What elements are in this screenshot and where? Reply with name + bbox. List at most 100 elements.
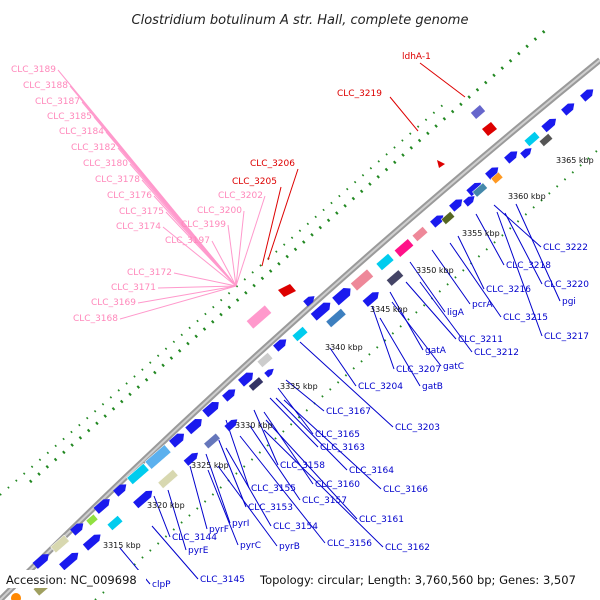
pink-label: CLC_3169 — [91, 298, 136, 308]
gene-feature — [50, 534, 70, 554]
gene-arrow — [303, 296, 315, 307]
gene-feature — [85, 513, 99, 527]
gene-feature — [485, 167, 499, 180]
blue-label: CLC_3156 — [327, 539, 372, 549]
blue-label: CLC_3211 — [458, 335, 503, 345]
blue-label: CLC_3164 — [349, 466, 394, 476]
gene-block — [385, 269, 405, 287]
blue-callout-line — [275, 397, 348, 471]
gene-arrow — [70, 523, 84, 536]
blue-label: CLC_3207 — [396, 365, 441, 375]
blue-callout-line — [207, 469, 239, 546]
blue-callout-line — [205, 453, 231, 524]
gene-block — [203, 432, 221, 450]
small-red-marker — [437, 160, 445, 168]
kbp-tick-label: 3360 kbp — [508, 192, 546, 201]
blue-label: CLC_3167 — [326, 407, 371, 417]
trna-arrow — [278, 284, 296, 297]
gene-feature — [82, 534, 101, 551]
gene-feature — [238, 372, 254, 387]
gene-block — [472, 182, 488, 198]
gene-feature — [449, 199, 463, 212]
gene-block — [144, 444, 172, 470]
gene-feature — [350, 268, 374, 292]
gene-arrow — [430, 215, 444, 228]
gene-arrow — [310, 302, 331, 321]
blue-callout-line — [217, 437, 247, 508]
gene-arrow — [520, 148, 532, 159]
blue-label: CLC_3203 — [395, 423, 440, 433]
gene-block — [470, 105, 486, 119]
blue-label: pyrF — [209, 525, 229, 535]
blue-callout-line — [263, 429, 384, 548]
pink-label: CLC_3197 — [165, 236, 210, 246]
kbp-tick-label: 3320 kbp — [147, 501, 185, 510]
blue-label: pyrB — [279, 542, 300, 552]
blue-callout-line — [329, 347, 357, 387]
blue-callout-line — [391, 301, 442, 367]
blue-callout-line — [269, 397, 319, 448]
gene-feature — [291, 326, 309, 342]
gene-block — [490, 171, 504, 185]
gene-block — [126, 463, 150, 485]
gene-feature — [203, 432, 221, 450]
blue-label: pcrA — [472, 300, 493, 310]
blue-label: CLC_3154 — [273, 522, 318, 532]
pink-callout-line — [157, 285, 237, 289]
gene-arrow — [59, 552, 79, 571]
blue-label: pyrI — [232, 519, 249, 529]
blue-callout-line — [285, 379, 325, 412]
pink-label-group: CLC_3189 CLC_3188 CLC_3187 CLC_3185 CLC_… — [11, 65, 263, 324]
gene-feature — [463, 196, 475, 207]
genome-backbone — [0, 57, 600, 600]
gene-feature — [70, 523, 84, 536]
blue-callout-line — [457, 235, 485, 290]
pink-label: CLC_3174 — [116, 222, 161, 232]
pink-callout-line — [211, 240, 237, 287]
blue-callout-line — [249, 425, 301, 501]
blue-callout-line — [167, 489, 187, 551]
kbp-tick-label: 3355 kbp — [462, 229, 500, 238]
blue-callout-line — [263, 411, 314, 485]
gene-feature — [273, 339, 287, 352]
gene-arrow — [273, 339, 287, 352]
gene-feature — [185, 418, 202, 435]
kbp-tick-label: 3335 kbp — [280, 382, 318, 391]
red-callout-line — [261, 186, 282, 267]
blue-label: CLC_3212 — [474, 348, 519, 358]
gene-arrow — [264, 368, 274, 378]
blue-callout-line — [515, 203, 561, 302]
gene-feature — [32, 554, 49, 569]
footer: Accession: NC_009698 Topology: circular;… — [3, 570, 576, 600]
blue-label: CLC_3163 — [320, 443, 365, 453]
gene-arrow — [183, 452, 199, 466]
gene-feature — [126, 463, 150, 485]
pink-label: CLC_3171 — [111, 283, 156, 293]
blue-label: CLC_3216 — [486, 285, 531, 295]
gene-block — [375, 253, 395, 271]
gene-arrow — [332, 287, 351, 306]
gene-block — [523, 131, 541, 147]
gene-feature — [264, 368, 274, 378]
gene-feature — [183, 452, 199, 466]
blue-label-group: CLC_3222 CLC_3218 CLC_3220 CLC_3216 pgi … — [152, 243, 589, 590]
gene-feature — [144, 444, 172, 470]
gene-feature — [375, 253, 395, 271]
kbp-tick-label: 3365 kbp — [556, 156, 594, 165]
pink-label: CLC_3172 — [127, 268, 172, 278]
gene-block — [106, 515, 124, 531]
pink-label: CLC_3202 — [218, 191, 263, 201]
gene-block — [411, 226, 429, 242]
gene-feature — [222, 389, 236, 402]
gene-feature — [310, 302, 331, 321]
blue-label: CLC_3215 — [503, 313, 548, 323]
gene-block — [440, 211, 456, 225]
gene-feature — [202, 401, 219, 418]
gene-feature — [538, 133, 554, 147]
blue-label: clpP — [152, 580, 171, 590]
blue-callout-line — [379, 317, 421, 387]
red-callout-line — [267, 168, 299, 261]
ldha-arrow — [482, 122, 497, 136]
gene-block — [325, 308, 347, 328]
